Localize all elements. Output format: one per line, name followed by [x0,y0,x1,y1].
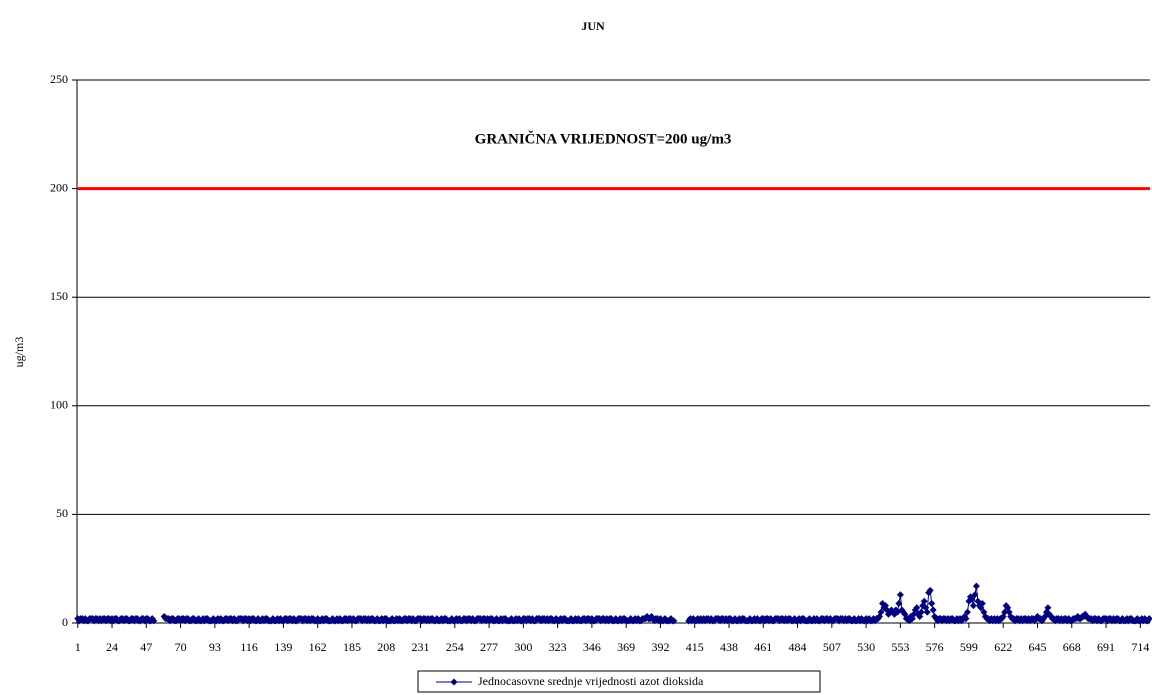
y-tick-label: 50 [56,506,68,520]
legend-label: Jednocasovne srednje vrijednosti azot di… [478,674,704,688]
data-point [896,591,904,599]
y-tick-label: 100 [50,398,68,412]
data-point [971,591,979,599]
x-tick-label: 530 [857,640,875,654]
x-tick-label: 461 [754,640,772,654]
x-tick-label: 484 [789,640,807,654]
x-tick-label: 346 [583,640,601,654]
x-tick-label: 300 [514,640,532,654]
x-tick-label: 47 [140,640,152,654]
legend-marker [450,678,458,686]
x-tick-label: 323 [549,640,567,654]
data-point [917,608,925,616]
data-point [969,602,977,610]
data-point [926,586,934,594]
x-tick-label: 208 [377,640,395,654]
data-point [877,608,885,616]
data-point [913,604,921,612]
x-tick-label: 185 [343,640,361,654]
data-point [962,615,970,623]
x-tick-label: 254 [446,640,464,654]
y-tick-label: 250 [50,72,68,86]
x-tick-label: 277 [480,640,498,654]
x-tick-label: 553 [891,640,909,654]
data-point [972,582,980,590]
data-point [923,608,931,616]
x-tick-label: 599 [960,640,978,654]
x-tick-label: 93 [209,640,221,654]
data-point [895,599,903,607]
x-tick-label: 415 [686,640,704,654]
threshold-annotation: GRANIČNA VRIJEDNOST=200 ug/m3 [475,130,732,147]
chart-title: JUN [581,19,605,33]
legend-box [417,670,821,693]
data-point [670,617,678,625]
y-tick-label: 200 [50,180,68,194]
x-tick-label: 691 [1097,640,1115,654]
x-tick-label: 668 [1063,640,1081,654]
x-tick-label: 622 [994,640,1012,654]
data-point [1044,604,1052,612]
data-point [978,599,986,607]
data-point [968,595,976,603]
x-tick-label: 645 [1028,640,1046,654]
data-point [1001,608,1009,616]
x-tick-label: 116 [240,640,258,654]
x-tick-label: 231 [412,640,430,654]
x-tick-label: 714 [1131,640,1149,654]
data-point [1145,615,1152,623]
x-tick-label: 392 [651,640,669,654]
x-tick-label: 507 [823,640,841,654]
y-axis-label: ug/m3 [12,337,26,368]
data-point [963,608,971,616]
x-tick-label: 1 [75,640,81,654]
x-tick-label: 139 [274,640,292,654]
x-tick-label: 70 [175,640,187,654]
data-point [929,606,937,614]
x-tick-label: 576 [926,640,944,654]
data-point [150,617,158,625]
x-tick-label: 24 [106,640,118,654]
x-tick-label: 162 [309,640,327,654]
y-tick-label: 150 [50,289,68,303]
data-point [928,599,936,607]
x-tick-label: 438 [720,640,738,654]
x-tick-label: 369 [617,640,635,654]
data-point [1019,617,1027,625]
y-tick-label: 0 [62,615,68,629]
data-point [250,615,258,623]
data-point [920,597,928,605]
